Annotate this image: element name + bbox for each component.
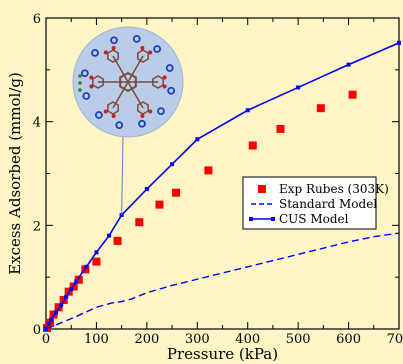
x-axis-label: Pressure (kPa) (167, 345, 278, 363)
series-line (45, 232, 400, 330)
legend-label: Exp Rubes (303K) (279, 182, 389, 196)
data-point (46, 321, 51, 326)
x-tick-label: 300 (185, 332, 210, 347)
data-point (248, 141, 257, 150)
series-layer (43, 40, 401, 332)
x-tick-label: 400 (235, 332, 260, 347)
legend-label: CUS Model (279, 212, 349, 226)
inset-pointer-line (121, 136, 124, 215)
data-point (113, 236, 122, 245)
data-point (172, 188, 181, 197)
data-point (54, 310, 59, 315)
data-point (74, 279, 79, 284)
series-cus-model (44, 40, 401, 331)
data-point (59, 303, 64, 308)
data-point (348, 90, 357, 99)
data-point (204, 166, 213, 175)
y-tick-label: 0 (33, 323, 41, 338)
legend-label: Standard Model (279, 197, 377, 211)
data-point (170, 162, 175, 167)
data-point (245, 108, 250, 113)
data-point (44, 327, 48, 331)
data-point (49, 317, 54, 322)
x-tick-label: 500 (286, 332, 311, 347)
data-point (107, 233, 112, 238)
molecular-structure-inset (72, 26, 184, 215)
data-point (316, 104, 325, 113)
legend-entry: CUS Model (249, 212, 349, 226)
y-tick-label: 2 (33, 219, 41, 234)
data-point (346, 62, 351, 67)
y-tick-label: 6 (33, 12, 41, 27)
y-tick-label: 4 (33, 116, 41, 131)
data-point (94, 250, 99, 255)
data-point (54, 303, 63, 312)
x-tick-label: 0 (42, 332, 50, 347)
legend-entry: Exp Rubes (303K) (258, 182, 389, 196)
axis-ticks: 0 100 200 300 400 500 600 700 0 2 4 6 (33, 12, 403, 347)
x-tick-label: 600 (336, 332, 361, 347)
legend-marker (258, 185, 266, 193)
legend-marker-dot (271, 217, 275, 221)
data-point (276, 124, 285, 133)
data-point (84, 264, 89, 269)
data-point (64, 294, 69, 299)
framework-structure-icon (78, 34, 176, 130)
x-tick-label: 100 (84, 332, 109, 347)
data-point (49, 310, 58, 319)
x-tick-label: 200 (134, 332, 159, 347)
data-point (144, 187, 149, 192)
data-point (397, 40, 401, 45)
data-point (296, 85, 301, 90)
data-point (92, 257, 101, 266)
legend-entry: Standard Model (251, 197, 377, 211)
data-point (74, 275, 83, 284)
data-point (69, 287, 74, 292)
x-tick-label: 700 (387, 332, 403, 347)
data-point (155, 200, 164, 209)
data-point (135, 218, 144, 227)
series-standard-model (45, 232, 400, 330)
y-axis-label: Excess Adsorbed (mmol/g) (6, 72, 24, 275)
data-point (195, 137, 200, 142)
legend-marker-dot (249, 217, 253, 221)
